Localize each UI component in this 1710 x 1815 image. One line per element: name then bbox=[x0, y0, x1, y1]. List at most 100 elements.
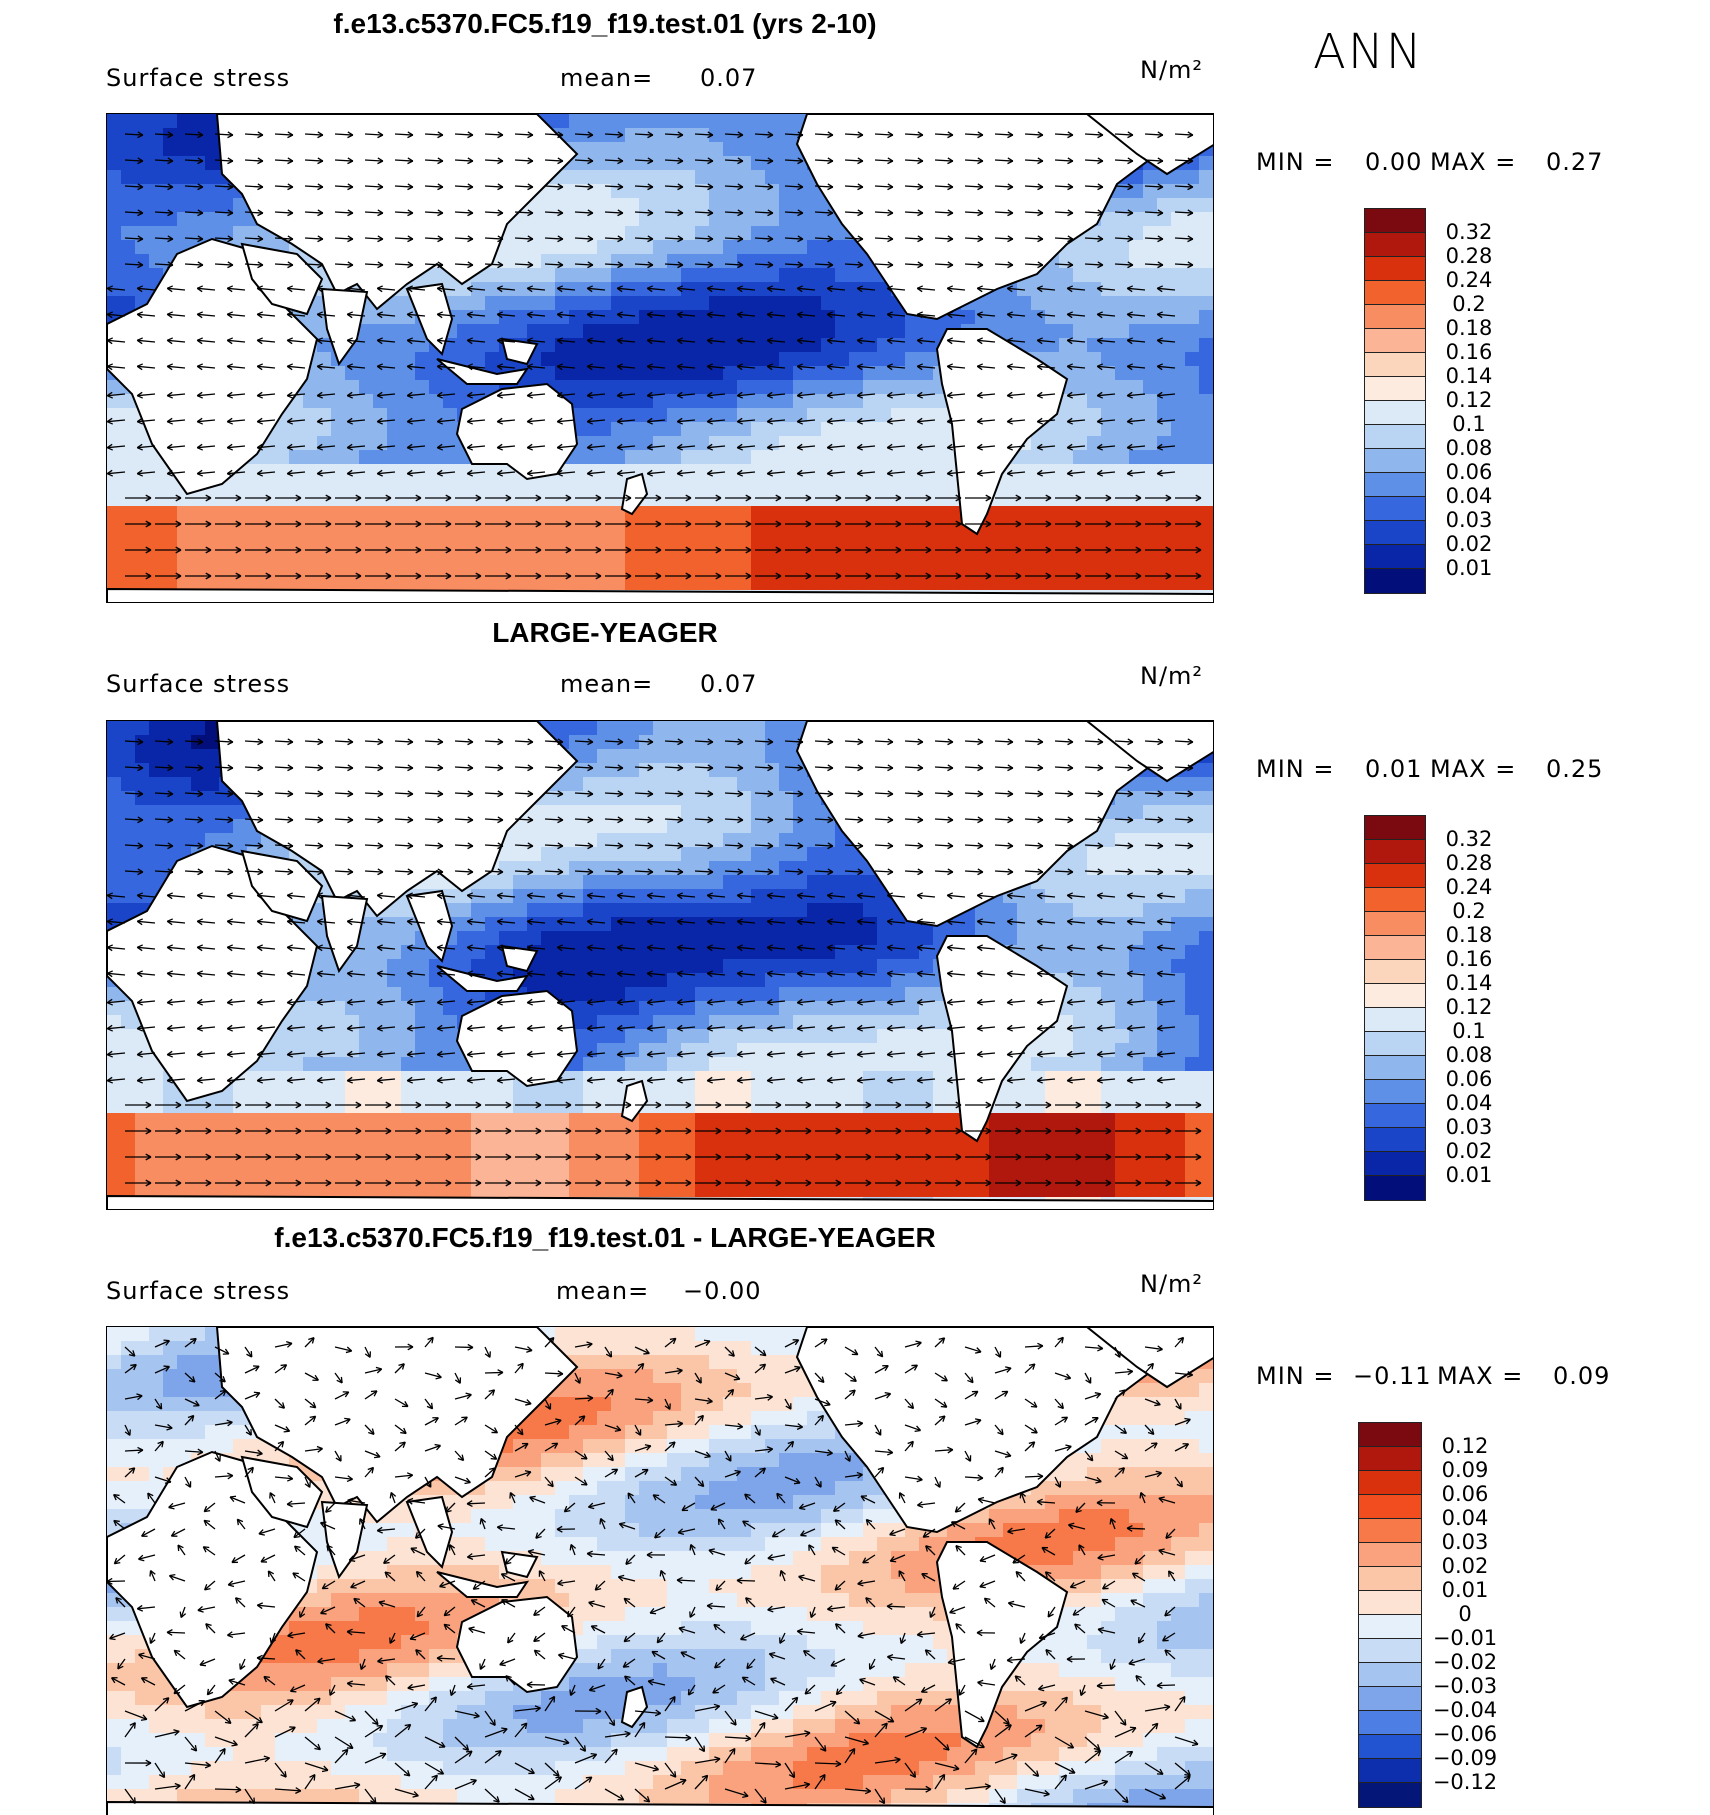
colorbar-swatch bbox=[1365, 473, 1425, 497]
colorbar-tick-label: −0.04 bbox=[1432, 1698, 1498, 1722]
colorbar-swatch bbox=[1365, 1128, 1425, 1152]
season-label: ANN bbox=[1313, 24, 1424, 80]
colorbar-tick-label: 0.1 bbox=[1452, 1019, 1486, 1043]
colorbar-tick-label: 0.14 bbox=[1445, 364, 1493, 388]
colorbar-swatch bbox=[1365, 545, 1425, 569]
panel-1-min-label: MIN = bbox=[1256, 148, 1335, 176]
colorbar-swatch bbox=[1365, 912, 1425, 936]
panel-3-units: N/m² bbox=[1140, 1270, 1204, 1298]
panel-2-variable: Surface stress bbox=[106, 670, 291, 698]
panel-2-max-value: 0.25 bbox=[1546, 755, 1604, 783]
colorbar-tick-label: 0.28 bbox=[1445, 851, 1493, 875]
panel-1-max-label: MAX = bbox=[1430, 148, 1517, 176]
colorbar-swatch bbox=[1365, 1104, 1425, 1128]
colorbar-tick-label: 0.24 bbox=[1445, 268, 1493, 292]
panel-3-min-value: −0.11 bbox=[1353, 1362, 1432, 1390]
colorbar-swatch bbox=[1359, 1711, 1421, 1735]
colorbar-tick-label: −0.12 bbox=[1432, 1770, 1498, 1794]
colorbar-tick-label: 0.06 bbox=[1445, 460, 1493, 484]
colorbar-swatch bbox=[1365, 1008, 1425, 1032]
colorbar-tick-label: 0.12 bbox=[1445, 995, 1493, 1019]
colorbar-tick-label: 0.02 bbox=[1441, 1554, 1489, 1578]
panel-1-units: N/m² bbox=[1140, 56, 1204, 84]
colorbar-swatch bbox=[1365, 1176, 1425, 1200]
colorbar-swatch bbox=[1365, 233, 1425, 257]
colorbar-tick-label: 0.01 bbox=[1441, 1578, 1489, 1602]
panel-3-max-label: MAX = bbox=[1437, 1362, 1524, 1390]
colorbar-tick-label: −0.01 bbox=[1432, 1626, 1498, 1650]
colorbar-swatch bbox=[1359, 1759, 1421, 1783]
colorbar-swatch bbox=[1359, 1447, 1421, 1471]
colorbar-tick-label: 0.12 bbox=[1441, 1434, 1489, 1458]
panel-2-map bbox=[106, 720, 1214, 1210]
colorbar-swatch bbox=[1359, 1495, 1421, 1519]
colorbar-swatch bbox=[1359, 1639, 1421, 1663]
panel-3-variable: Surface stress bbox=[106, 1277, 291, 1305]
panel-2-max-label: MAX = bbox=[1430, 755, 1517, 783]
colorbar-tick-label: 0.06 bbox=[1445, 1067, 1493, 1091]
colorbar-tick-label: 0.2 bbox=[1452, 899, 1486, 923]
colorbar-swatch bbox=[1359, 1615, 1421, 1639]
colorbar-tick-label: 0.02 bbox=[1445, 1139, 1493, 1163]
colorbar-tick-label: 0.18 bbox=[1445, 923, 1493, 947]
colorbar-tick-label: 0.1 bbox=[1452, 412, 1486, 436]
panel-2-min-label: MIN = bbox=[1256, 755, 1335, 783]
panel-3-min-label: MIN = bbox=[1256, 1362, 1335, 1390]
colorbar-tick-label: −0.06 bbox=[1432, 1722, 1498, 1746]
colorbar-swatch bbox=[1365, 936, 1425, 960]
colorbar-tick-label: 0.04 bbox=[1445, 1091, 1493, 1115]
colorbar-swatch bbox=[1365, 521, 1425, 545]
colorbar-swatch bbox=[1365, 1032, 1425, 1056]
colorbar-swatch bbox=[1365, 209, 1425, 233]
colorbar-tick-label: 0.14 bbox=[1445, 971, 1493, 995]
colorbar-tick-label: 0.16 bbox=[1445, 340, 1493, 364]
colorbar-swatch bbox=[1365, 984, 1425, 1008]
colorbar-tick-label: −0.03 bbox=[1432, 1674, 1498, 1698]
panel-1-mean-label: mean= bbox=[560, 64, 654, 92]
colorbar-swatch bbox=[1365, 888, 1425, 912]
panel-1-max-value: 0.27 bbox=[1546, 148, 1604, 176]
panel-3-mean-label: mean= bbox=[556, 1277, 650, 1305]
colorbar-swatch bbox=[1359, 1471, 1421, 1495]
colorbar-swatch bbox=[1365, 425, 1425, 449]
colorbar-swatch bbox=[1365, 401, 1425, 425]
colorbar-swatch bbox=[1365, 377, 1425, 401]
colorbar-swatch bbox=[1365, 816, 1425, 840]
colorbar-swatch bbox=[1365, 449, 1425, 473]
panel-3-mean-value: −0.00 bbox=[683, 1277, 762, 1305]
colorbar-tick-label: 0.32 bbox=[1445, 220, 1493, 244]
colorbar-tick-label: 0.04 bbox=[1445, 484, 1493, 508]
panel-3-title: f.e13.c5370.FC5.f19_f19.test.01 - LARGE-… bbox=[274, 1222, 936, 1253]
colorbar-swatch bbox=[1359, 1663, 1421, 1687]
panel-2-mean-label: mean= bbox=[560, 670, 654, 698]
colorbar-tick-label: 0.02 bbox=[1445, 532, 1493, 556]
colorbar-tick-label: 0.01 bbox=[1445, 1163, 1493, 1187]
colorbar-tick-label: 0.03 bbox=[1445, 508, 1493, 532]
colorbar-tick-label: 0.2 bbox=[1452, 292, 1486, 316]
panel-1-min-value: 0.00 bbox=[1365, 148, 1423, 176]
panel-3-max-value: 0.09 bbox=[1553, 1362, 1611, 1390]
panel-1-variable: Surface stress bbox=[106, 64, 291, 92]
colorbar-swatch bbox=[1365, 257, 1425, 281]
panel-2-min-value: 0.01 bbox=[1365, 755, 1423, 783]
colorbar-swatch bbox=[1359, 1591, 1421, 1615]
colorbar-swatches bbox=[1358, 1422, 1422, 1808]
panel-2-mean-value: 0.07 bbox=[700, 670, 758, 698]
panel-3-map bbox=[106, 1326, 1214, 1815]
colorbar-tick-label: 0.18 bbox=[1445, 316, 1493, 340]
colorbar-swatch bbox=[1359, 1567, 1421, 1591]
colorbar-tick-label: 0.03 bbox=[1445, 1115, 1493, 1139]
colorbar-tick-label: 0.01 bbox=[1445, 556, 1493, 580]
colorbar-swatch bbox=[1365, 960, 1425, 984]
colorbar-swatch bbox=[1359, 1543, 1421, 1567]
colorbar-tick-label: 0.04 bbox=[1441, 1506, 1489, 1530]
colorbar-tick-label: 0.09 bbox=[1441, 1458, 1489, 1482]
colorbar-tick-label: 0 bbox=[1458, 1602, 1472, 1626]
colorbar-swatch bbox=[1359, 1687, 1421, 1711]
colorbar-swatch bbox=[1365, 353, 1425, 377]
colorbar-swatches bbox=[1364, 815, 1426, 1201]
colorbar-tick-label: 0.03 bbox=[1441, 1530, 1489, 1554]
colorbar-swatches bbox=[1364, 208, 1426, 594]
colorbar-swatch bbox=[1365, 329, 1425, 353]
